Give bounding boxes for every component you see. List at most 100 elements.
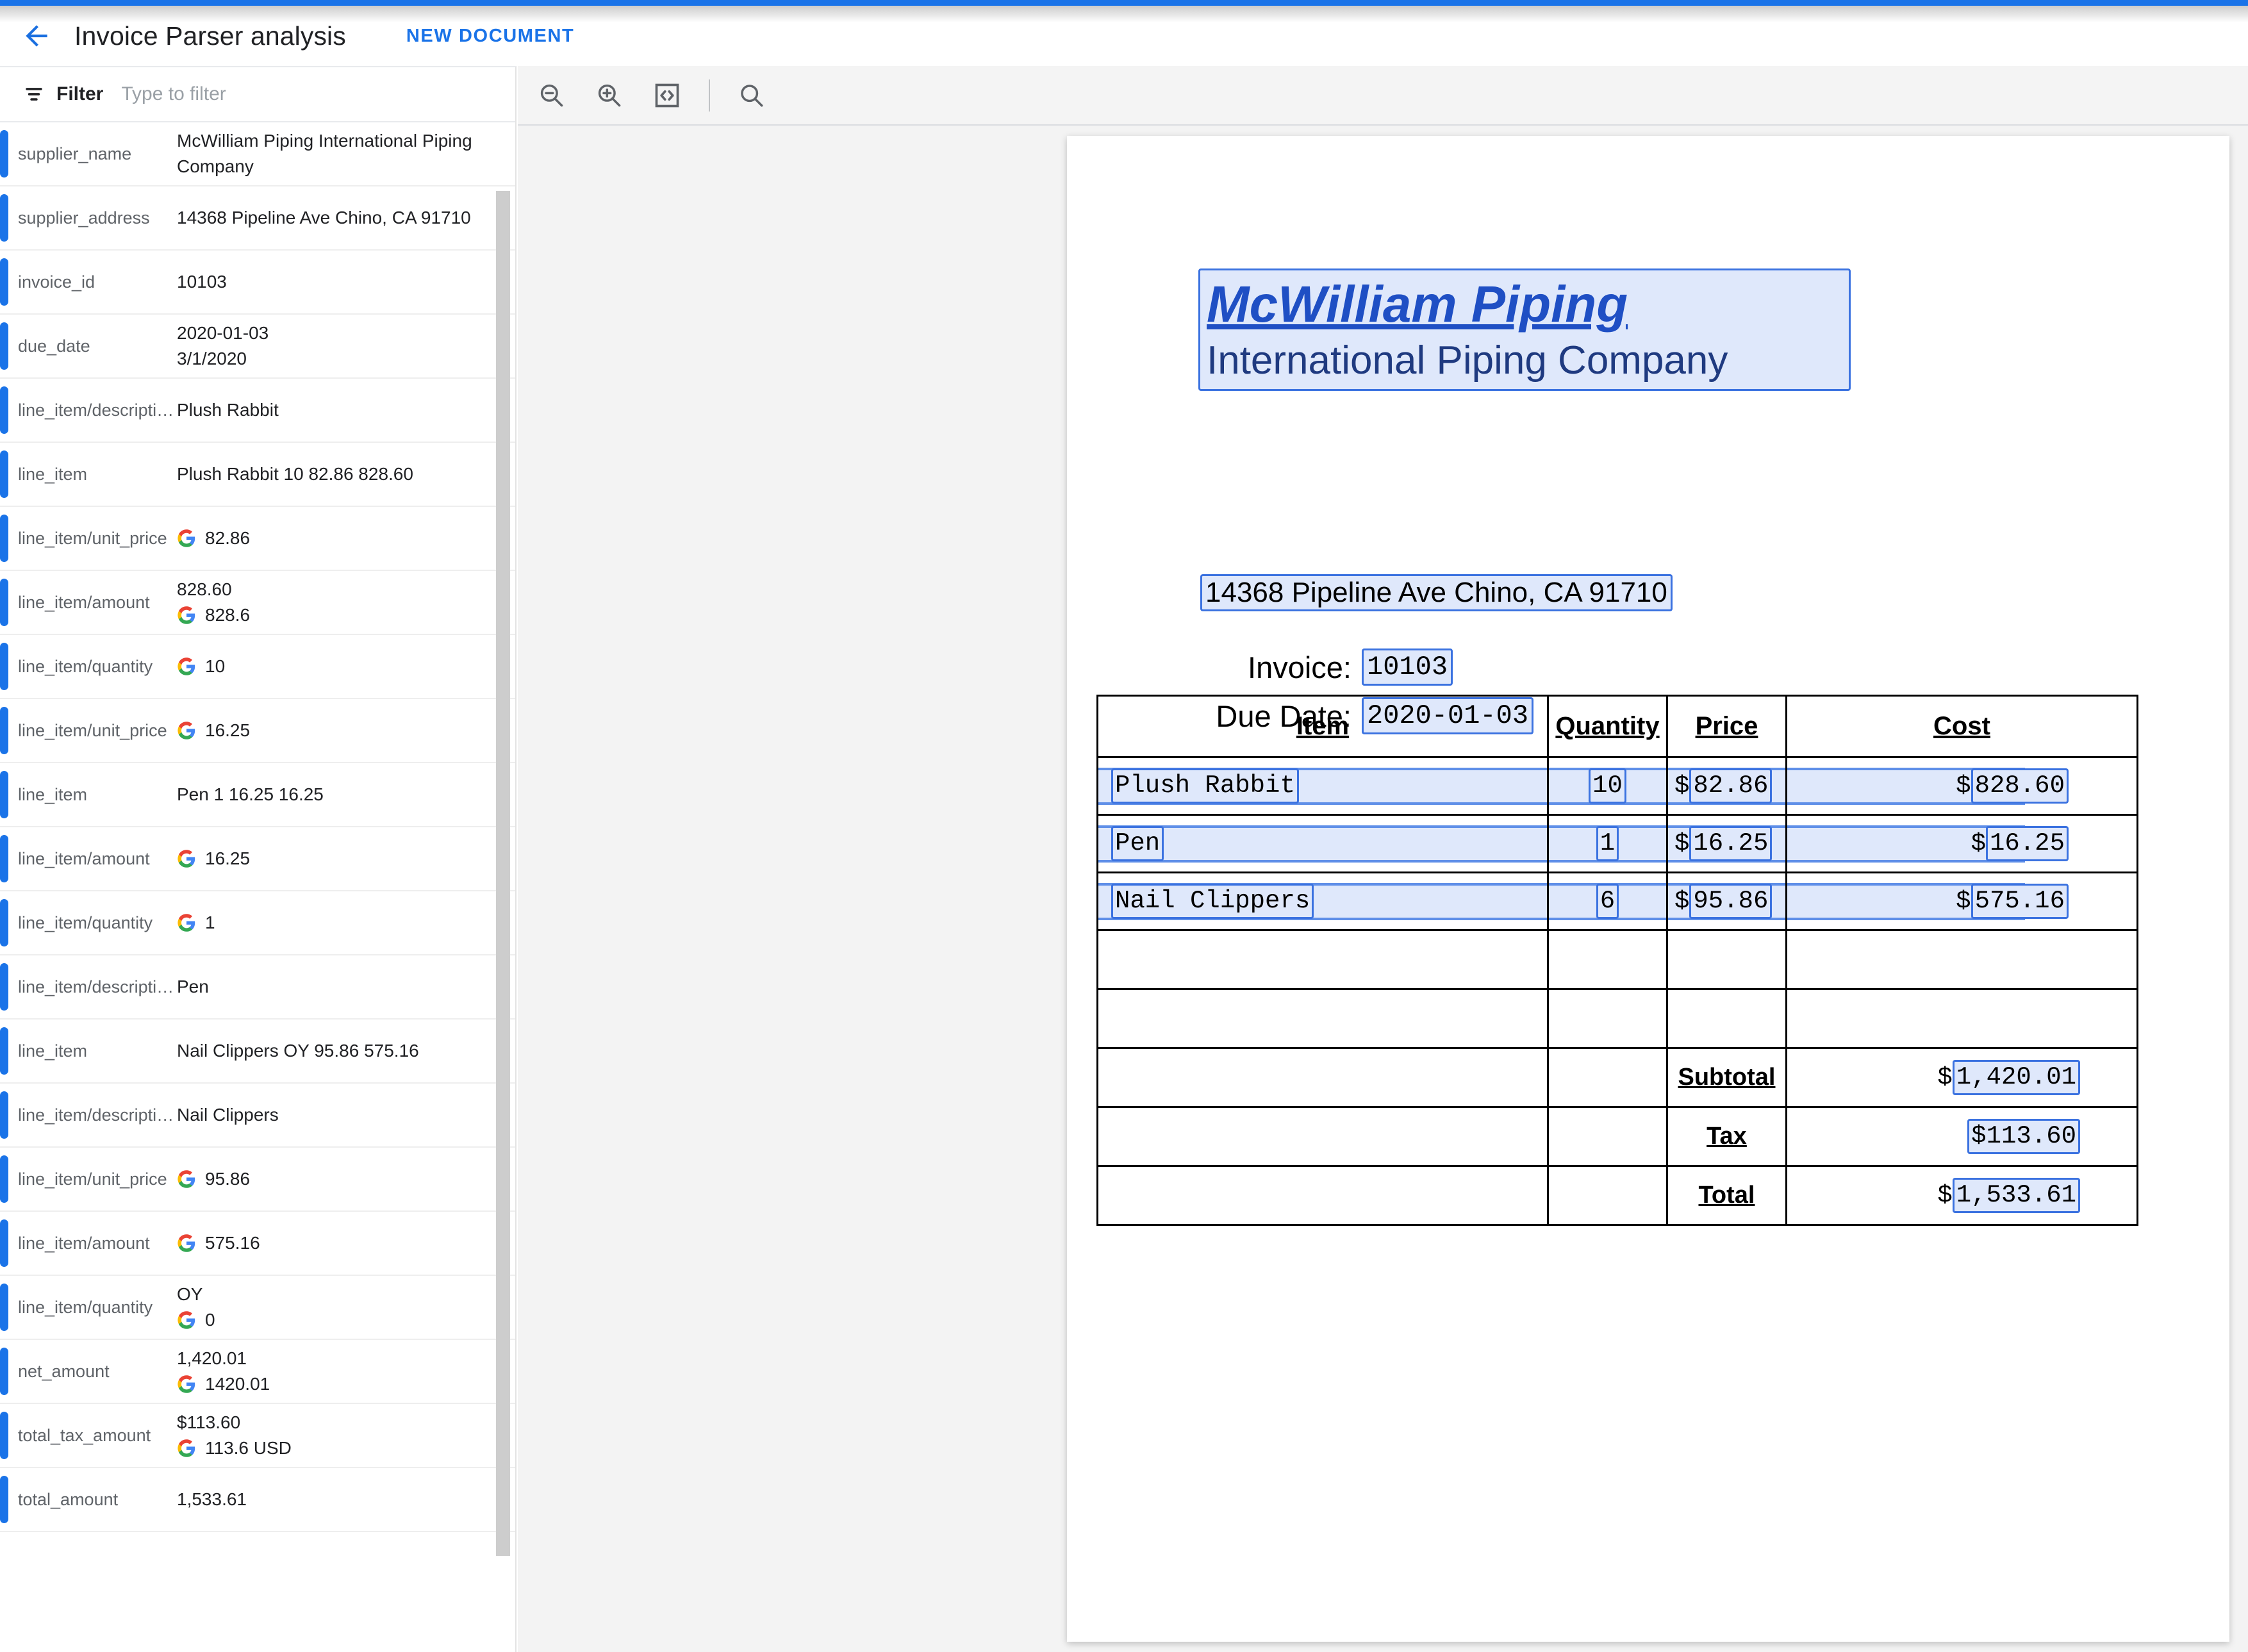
table-row[interactable]: Nail Clippers 6 $95.86 $575.16: [1096, 871, 2138, 931]
unit-price-highlight[interactable]: 95.86: [1689, 883, 1773, 920]
quantity-cell[interactable]: 6: [1547, 871, 1668, 931]
summary-value-cell[interactable]: $113.60: [1785, 1106, 2138, 1167]
quantity-highlight[interactable]: 10: [1589, 768, 1626, 804]
entity-key: due_date: [18, 336, 90, 356]
entity-row[interactable]: total_amount 1,533.61: [0, 1468, 515, 1532]
invoice-id-highlight[interactable]: 10103: [1362, 648, 1453, 686]
code-view-button[interactable]: [643, 72, 691, 119]
entity-value: McWilliam Piping International Piping Co…: [177, 128, 515, 179]
price-cell[interactable]: $16.25: [1666, 814, 1787, 873]
table-summary-row[interactable]: Subtotal $1,420.01: [1096, 1047, 2138, 1108]
entity-value: 2020-01-03 3/1/2020: [177, 320, 515, 372]
supplier-name-highlight[interactable]: McWilliam Piping International Piping Co…: [1198, 268, 1851, 392]
entity-row[interactable]: due_date 2020-01-03 3/1/2020: [0, 315, 515, 379]
entity-row[interactable]: supplier_address 14368 Pipeline Ave Chino…: [0, 186, 515, 251]
quantity-cell[interactable]: 1: [1547, 814, 1668, 873]
entity-normalized-text: 16.25: [205, 848, 251, 869]
zoom-in-button[interactable]: [586, 72, 633, 119]
cost-cell[interactable]: $16.25: [1785, 814, 2138, 873]
supplier-address-highlight[interactable]: 14368 Pipeline Ave Chino, CA 91710: [1200, 574, 1673, 611]
entity-row[interactable]: net_amount 1,420.01 1420.01: [0, 1340, 515, 1404]
search-button[interactable]: [728, 72, 775, 119]
entity-key: line_item/descripti…: [18, 400, 174, 420]
entity-key: net_amount: [18, 1361, 110, 1381]
entity-normalized-text: 828.6: [205, 605, 251, 625]
entity-row[interactable]: line_item/unit_price 82.86: [0, 507, 515, 571]
entity-value: Pen: [177, 974, 515, 1000]
item-cell[interactable]: Plush Rabbit: [1096, 756, 1549, 816]
entity-row[interactable]: line_item/unit_price 16.25: [0, 699, 515, 763]
unit-price-highlight[interactable]: 16.25: [1689, 825, 1773, 862]
unit-price-highlight[interactable]: 82.86: [1689, 768, 1773, 804]
summary-label: Tax: [1707, 1123, 1747, 1150]
cost-cell[interactable]: $828.60: [1785, 756, 2138, 816]
entity-row[interactable]: line_item Nail Clippers OY 95.86 575.16: [0, 1020, 515, 1084]
empty-cell: [1785, 929, 2138, 990]
table-empty-row: [1096, 929, 2138, 990]
back-button[interactable]: [14, 13, 59, 58]
summary-value-highlight[interactable]: 1,420.01: [1952, 1059, 2080, 1096]
table-header-label: Cost: [1933, 712, 1990, 740]
entity-accent-bar: [0, 322, 8, 370]
entity-normalized-value: 575.16: [177, 1230, 490, 1256]
entity-key: supplier_address: [18, 208, 150, 227]
document-viewer[interactable]: McWilliam Piping International Piping Co…: [518, 126, 2248, 1652]
entity-accent-bar: [0, 1411, 8, 1460]
quantity-highlight[interactable]: 1: [1596, 825, 1619, 862]
table-row[interactable]: Plush Rabbit 10 $82.86 $828.60: [1096, 756, 2138, 816]
summary-value-cell[interactable]: $1,533.61: [1785, 1165, 2138, 1226]
entity-value-line: OY: [177, 1284, 203, 1305]
entity-row[interactable]: line_item/descripti… Plush Rabbit: [0, 379, 515, 443]
loading-progress-bar: [0, 0, 2248, 6]
entity-normalized-text: 575.16: [205, 1233, 260, 1253]
item-cell[interactable]: Pen: [1096, 814, 1549, 873]
entity-row[interactable]: line_item Pen 1 16.25 16.25: [0, 763, 515, 827]
entity-row[interactable]: total_tax_amount $113.60 113.6 USD: [0, 1404, 515, 1468]
amount-highlight[interactable]: 575.16: [1971, 883, 2069, 920]
invoice-number-row: Invoice: 10103: [1216, 648, 1533, 686]
amount-highlight[interactable]: 16.25: [1985, 825, 2069, 862]
item-cell[interactable]: Nail Clippers: [1096, 871, 1549, 931]
cost-currency-symbol: $: [1956, 772, 1971, 800]
price-cell[interactable]: $95.86: [1666, 871, 1787, 931]
summary-value-highlight[interactable]: $113.60: [1967, 1118, 2080, 1155]
entity-row[interactable]: line_item/descripti… Nail Clippers: [0, 1084, 515, 1148]
entity-row[interactable]: invoice_id 10103: [0, 251, 515, 315]
new-document-button[interactable]: NEW DOCUMENT: [406, 25, 575, 46]
table-summary-row[interactable]: Tax $113.60: [1096, 1106, 2138, 1167]
entity-row[interactable]: line_item/amount 16.25: [0, 827, 515, 891]
item-description-highlight[interactable]: Pen: [1111, 825, 1164, 862]
entity-normalized-text: 95.86: [205, 1169, 251, 1189]
item-description-highlight[interactable]: Plush Rabbit: [1111, 768, 1299, 804]
empty-cell: [1096, 988, 1549, 1049]
zoom-out-button[interactable]: [528, 72, 575, 119]
sidebar-scrollbar-thumb[interactable]: [496, 191, 510, 1556]
table-header-cell: Cost: [1785, 695, 2138, 758]
entity-row[interactable]: supplier_name McWilliam Piping Internatio…: [0, 122, 515, 186]
entity-key: line_item/amount: [18, 592, 150, 612]
empty-cell: [1096, 929, 1549, 990]
entity-row[interactable]: line_item/quantity 10: [0, 635, 515, 699]
entity-row[interactable]: line_item/quantity OY 0: [0, 1276, 515, 1340]
entity-row[interactable]: line_item/unit_price 95.86: [0, 1148, 515, 1212]
filter-input[interactable]: [121, 83, 391, 105]
table-row[interactable]: Pen 1 $16.25 $16.25: [1096, 814, 2138, 873]
quantity-cell[interactable]: 10: [1547, 756, 1668, 816]
price-cell[interactable]: $82.86: [1666, 756, 1787, 816]
item-description-highlight[interactable]: Nail Clippers: [1111, 883, 1314, 920]
summary-value-highlight[interactable]: 1,533.61: [1952, 1177, 2080, 1214]
table-header-label: Price: [1695, 712, 1758, 740]
summary-value-cell[interactable]: $1,420.01: [1785, 1047, 2138, 1108]
table-summary-row[interactable]: Total $1,533.61: [1096, 1165, 2138, 1226]
amount-highlight[interactable]: 828.60: [1971, 768, 2069, 804]
entity-normalized-text: 16.25: [205, 720, 251, 741]
filter-icon: [23, 83, 56, 105]
entity-row[interactable]: line_item/amount 828.60 828.6: [0, 571, 515, 635]
entity-row[interactable]: line_item/amount 575.16: [0, 1212, 515, 1276]
entity-row[interactable]: line_item/descripti… Pen: [0, 955, 515, 1020]
entity-row[interactable]: line_item/quantity 1: [0, 891, 515, 955]
filter-label: Filter: [56, 83, 104, 104]
cost-cell[interactable]: $575.16: [1785, 871, 2138, 931]
quantity-highlight[interactable]: 6: [1596, 883, 1619, 920]
entity-row[interactable]: line_item Plush Rabbit 10 82.86 828.60: [0, 443, 515, 507]
